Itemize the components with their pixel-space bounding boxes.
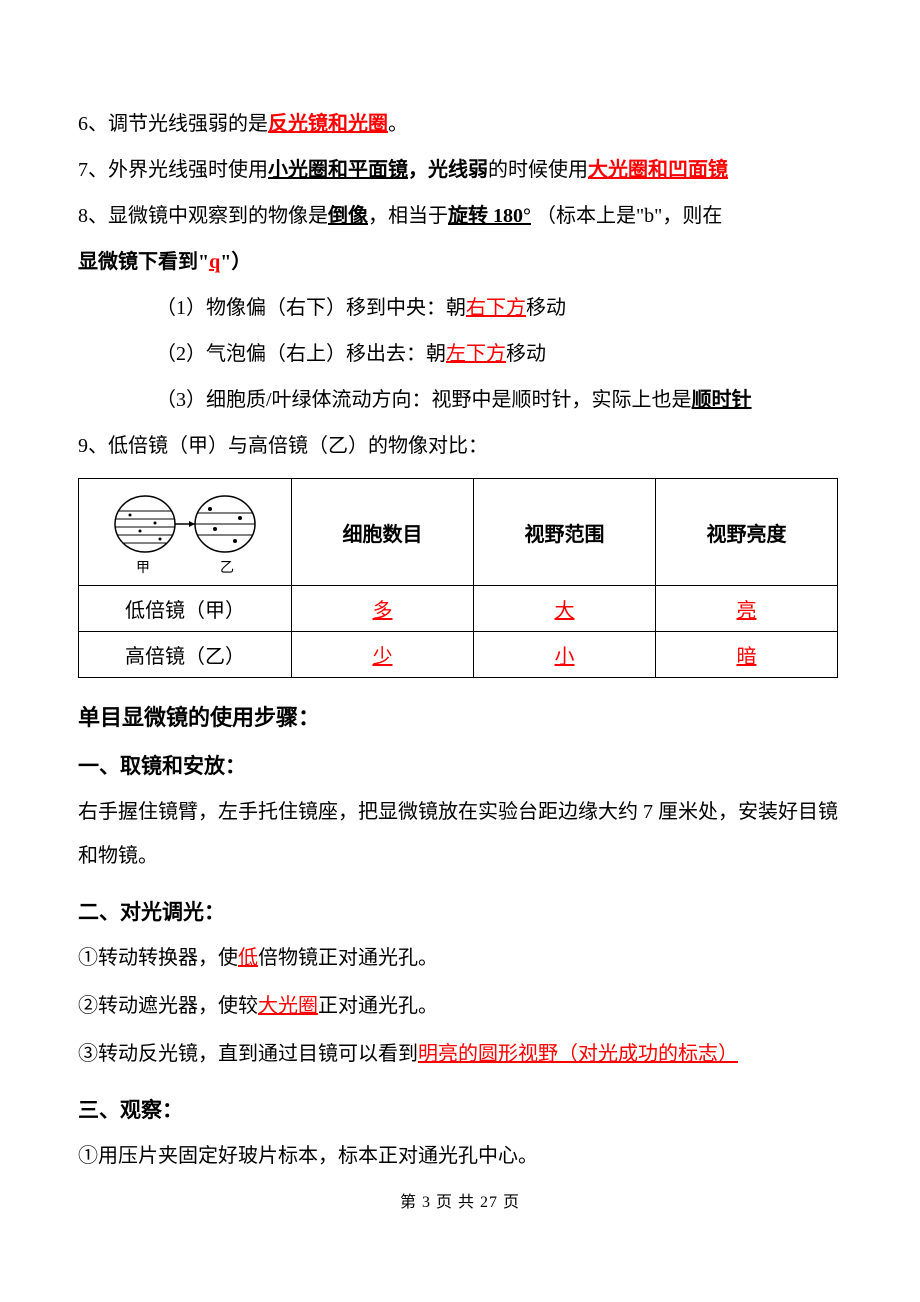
step-line: ①用压片夹固定好玻片标本，标本正对通光孔中心。 bbox=[78, 1134, 842, 1178]
highlight-text: 大光圈和凹面镜 bbox=[588, 159, 728, 181]
table-row: 高倍镜（乙） 少 小 暗 bbox=[79, 632, 838, 678]
text: （标本上是"b"，则在 bbox=[531, 205, 722, 227]
table-row: 甲 乙 细胞数目 视野范围 视野亮度 bbox=[79, 479, 838, 586]
underline-text: 倒像 bbox=[328, 205, 368, 227]
sub-heading-3: 三、观察： bbox=[78, 1094, 842, 1124]
paragraph: 右手握住镜臂，左手托住镜座，把显微镜放在实验台距边缘大约 7 厘米处，安装好目镜… bbox=[78, 790, 842, 878]
step-line: ①转动转换器，使低倍物镜正对通光孔。 bbox=[78, 936, 842, 980]
line-7: 7、外界光线强时使用小光圈和平面镜，光线弱的时候使用大光圈和凹面镜 bbox=[78, 148, 842, 192]
text: 7、外界光线强时使用 bbox=[78, 159, 268, 181]
table-cell-value: 亮 bbox=[656, 586, 838, 632]
text: （2）气泡偏（右上）移出去：朝 bbox=[156, 343, 446, 365]
text: ，相当于 bbox=[368, 205, 448, 227]
subline-1: （1）物像偏（右下）移到中央：朝右下方移动 bbox=[78, 286, 842, 330]
highlight-text: 反光镜和光圈 bbox=[268, 113, 388, 135]
text: 9、低倍镜（甲）与高倍镜（乙）的物像对比： bbox=[78, 435, 488, 457]
table-cell: 低倍镜（甲） bbox=[79, 586, 292, 632]
text: 显微镜下看到" bbox=[78, 251, 209, 273]
text: 移动 bbox=[526, 297, 566, 319]
text: 的时候使用 bbox=[488, 159, 588, 181]
text: ①转动转换器，使 bbox=[78, 947, 238, 969]
table-cell-value: 大 bbox=[474, 586, 656, 632]
table-cell-value: 多 bbox=[292, 586, 474, 632]
text: 6、调节光线强弱的是 bbox=[78, 113, 268, 135]
table-cell: 高倍镜（乙） bbox=[79, 632, 292, 678]
subline-3: （3）细胞质/叶绿体流动方向：视野中是顺时针，实际上也是顺时针 bbox=[78, 378, 842, 422]
text: 正对通光孔。 bbox=[318, 995, 438, 1017]
underline-text: 旋转 180° bbox=[448, 205, 531, 227]
text: 8、显微镜中观察到的物像是 bbox=[78, 205, 328, 227]
table-cell-value: 少 bbox=[292, 632, 474, 678]
text: （3）细胞质/叶绿体流动方向：视野中是顺时针，实际上也是 bbox=[156, 389, 692, 411]
text: 。 bbox=[388, 113, 408, 135]
table-cell-value: 暗 bbox=[656, 632, 838, 678]
step-line: ③转动反光镜，直到通过目镜可以看到明亮的圆形视野（对光成功的标志） bbox=[78, 1032, 842, 1076]
highlight-text: 低 bbox=[238, 947, 258, 969]
text: ③转动反光镜，直到通过目镜可以看到 bbox=[78, 1043, 418, 1065]
line-9: 9、低倍镜（甲）与高倍镜（乙）的物像对比： bbox=[78, 424, 842, 468]
highlight-text: 左下方 bbox=[446, 343, 506, 365]
text: "） bbox=[220, 251, 251, 273]
section-heading: 单目显微镜的使用步骤： bbox=[78, 700, 842, 732]
table-header: 细胞数目 bbox=[292, 479, 474, 586]
text: （1）物像偏（右下）移到中央：朝 bbox=[156, 297, 466, 319]
table-header: 视野范围 bbox=[474, 479, 656, 586]
table-cell-diagram: 甲 乙 bbox=[79, 479, 292, 586]
comparison-table: 甲 乙 细胞数目 视野范围 视野亮度 低倍镜（甲） 多 大 亮 高倍镜（乙） 少… bbox=[78, 478, 838, 678]
diagram-labels: 甲 乙 bbox=[100, 557, 270, 573]
bold-text: ，光线弱 bbox=[408, 159, 488, 181]
sub-heading-1: 一、取镜和安放： bbox=[78, 750, 842, 780]
label-right: 乙 bbox=[220, 557, 234, 577]
text: 移动 bbox=[506, 343, 546, 365]
label-left: 甲 bbox=[136, 557, 150, 577]
table-row: 低倍镜（甲） 多 大 亮 bbox=[79, 586, 838, 632]
underline-text: 顺时针 bbox=[692, 389, 752, 411]
line-8b: 显微镜下看到"q"） bbox=[78, 240, 842, 284]
highlight-text: 大光圈 bbox=[258, 995, 318, 1017]
subline-2: （2）气泡偏（右上）移出去：朝左下方移动 bbox=[78, 332, 842, 376]
table-header: 视野亮度 bbox=[656, 479, 838, 586]
sub-heading-2: 二、对光调光： bbox=[78, 896, 842, 926]
text: ②转动遮光器，使较 bbox=[78, 995, 258, 1017]
page: 6、调节光线强弱的是反光镜和光圈。 7、外界光线强时使用小光圈和平面镜，光线弱的… bbox=[0, 0, 920, 1302]
highlight-text: q bbox=[209, 251, 220, 273]
table-cell-value: 小 bbox=[474, 632, 656, 678]
cell-diagram-icon bbox=[100, 491, 270, 557]
page-footer: 第 3 页 共 27 页 bbox=[0, 1188, 920, 1212]
step-line: ②转动遮光器，使较大光圈正对通光孔。 bbox=[78, 984, 842, 1028]
line-8: 8、显微镜中观察到的物像是倒像，相当于旋转 180° （标本上是"b"，则在 bbox=[78, 194, 842, 238]
text: 倍物镜正对通光孔。 bbox=[258, 947, 438, 969]
line-6: 6、调节光线强弱的是反光镜和光圈。 bbox=[78, 102, 842, 146]
underline-text: 小光圈和平面镜 bbox=[268, 159, 408, 181]
highlight-text: 右下方 bbox=[466, 297, 526, 319]
highlight-text: 明亮的圆形视野（对光成功的标志） bbox=[418, 1043, 738, 1065]
